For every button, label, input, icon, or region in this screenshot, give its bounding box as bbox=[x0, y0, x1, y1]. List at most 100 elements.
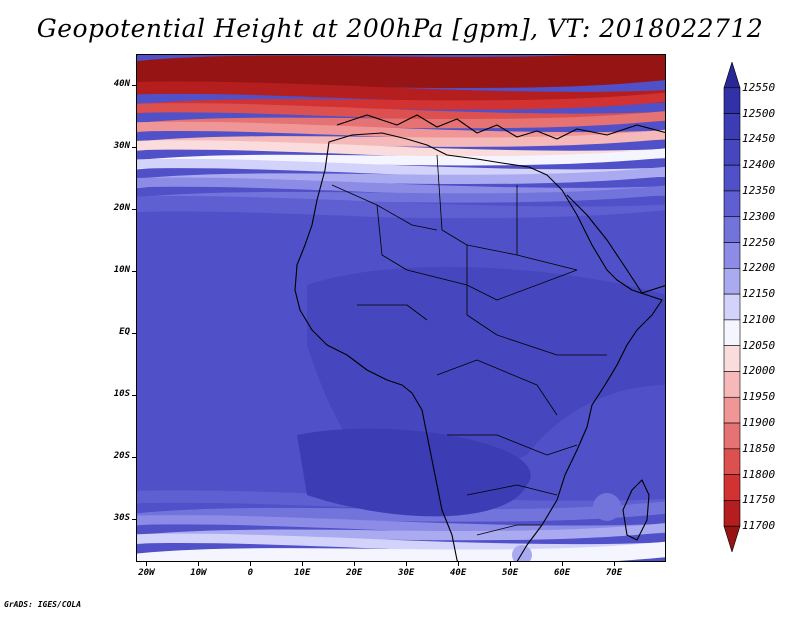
madagascar-outline bbox=[622, 479, 650, 541]
field-band bbox=[137, 55, 665, 92]
lon-label: 20W bbox=[138, 568, 155, 578]
lat-label: 10S bbox=[113, 388, 130, 399]
colorbar-swatch bbox=[723, 62, 741, 89]
lat-label: 10N bbox=[113, 264, 130, 275]
grads-credit: GrADS: IGES/COLA bbox=[4, 600, 82, 609]
colorbar-swatch bbox=[723, 371, 741, 398]
europe-coastline bbox=[336, 114, 665, 140]
colorbar-label: 12300 bbox=[742, 209, 776, 223]
field-band bbox=[137, 92, 665, 114]
colorbar-label: 11900 bbox=[742, 416, 776, 430]
lat-tick bbox=[132, 208, 136, 210]
lat-label: EQ bbox=[119, 326, 130, 337]
lon-tick bbox=[614, 562, 616, 566]
colorbar-label: 12450 bbox=[742, 132, 776, 146]
colorbar-swatch bbox=[723, 422, 741, 450]
colorbar-swatch bbox=[723, 190, 741, 218]
colorbar-swatch bbox=[723, 268, 741, 295]
map-plot-area bbox=[136, 54, 666, 562]
colorbar-label: 12050 bbox=[742, 338, 776, 352]
lon-label: 0 bbox=[247, 568, 254, 578]
arabia-coastline bbox=[566, 194, 665, 294]
lon-label: 60E bbox=[553, 568, 571, 578]
colorbar-swatch bbox=[723, 113, 741, 140]
lat-tick bbox=[132, 84, 136, 86]
lon-tick bbox=[562, 562, 564, 566]
lat-tick bbox=[132, 456, 136, 458]
field-band bbox=[137, 103, 665, 123]
field-band bbox=[137, 177, 665, 198]
lon-label: 70E bbox=[605, 568, 623, 578]
field-band bbox=[137, 158, 665, 179]
lat-label: 20N bbox=[113, 202, 130, 213]
colorbar-swatch bbox=[723, 319, 741, 346]
colorbar-label: 11850 bbox=[742, 441, 776, 455]
colorbar-label: 12550 bbox=[742, 80, 776, 94]
field-band bbox=[137, 533, 665, 554]
colorbar-label: 11750 bbox=[742, 493, 776, 507]
lon-tick bbox=[146, 562, 148, 566]
colorbar-label: 11700 bbox=[742, 519, 776, 533]
chart-title: Geopotential Height at 200hPa [gpm], VT:… bbox=[36, 14, 764, 43]
colorbar-swatch bbox=[723, 293, 741, 321]
lon-tick bbox=[510, 562, 512, 566]
field-band bbox=[137, 81, 665, 105]
lat-tick bbox=[132, 146, 136, 148]
lon-tick bbox=[354, 562, 356, 566]
field-band bbox=[137, 166, 665, 188]
lon-tick bbox=[458, 562, 460, 566]
lon-tick bbox=[198, 562, 200, 566]
field-band bbox=[137, 129, 665, 151]
country-borders bbox=[331, 154, 607, 536]
colorbar-swatch bbox=[723, 164, 741, 192]
colorbar-swatch bbox=[723, 139, 741, 166]
colorbar-label: 11800 bbox=[742, 467, 776, 481]
colorbar-label: 12250 bbox=[742, 235, 776, 249]
lat-tick bbox=[132, 394, 136, 396]
lon-label: 30E bbox=[398, 568, 415, 578]
colorbar-swatch bbox=[723, 216, 741, 243]
field-band bbox=[137, 140, 665, 161]
lat-label: 40N bbox=[113, 78, 130, 89]
field-band bbox=[137, 196, 665, 222]
field-band bbox=[137, 121, 665, 142]
lon-label: 10E bbox=[294, 568, 311, 578]
lon-label: 50E bbox=[501, 568, 519, 578]
lat-tick bbox=[132, 518, 136, 520]
colorbar-swatch bbox=[723, 525, 741, 552]
lat-tick bbox=[132, 332, 136, 334]
lon-tick bbox=[406, 562, 408, 566]
field-band bbox=[137, 523, 665, 545]
colorbar-label: 12400 bbox=[742, 158, 776, 172]
field-band bbox=[137, 185, 665, 207]
lat-label: 30S bbox=[113, 512, 130, 523]
colorbar bbox=[723, 62, 741, 552]
colorbar-label: 11950 bbox=[742, 390, 776, 404]
field-cell bbox=[593, 493, 621, 521]
field-band bbox=[137, 111, 665, 133]
colorbar-swatch bbox=[723, 500, 741, 527]
colorbar-swatch bbox=[723, 242, 741, 269]
colorbar-label: 12200 bbox=[742, 261, 776, 275]
lon-tick bbox=[250, 562, 252, 566]
field-band bbox=[137, 148, 665, 170]
colorbar-swatch bbox=[723, 396, 741, 424]
field-band bbox=[137, 515, 665, 535]
lon-label: 10W bbox=[190, 568, 207, 578]
lon-tick bbox=[302, 562, 304, 566]
lat-tick bbox=[132, 270, 136, 272]
lon-label: 20E bbox=[346, 568, 363, 578]
colorbar-swatch bbox=[723, 448, 741, 475]
colorbar-label: 12000 bbox=[742, 364, 776, 378]
colorbar-swatch bbox=[723, 87, 741, 114]
colorbar-swatch bbox=[723, 345, 741, 372]
field-core bbox=[297, 428, 531, 517]
lat-label: 20S bbox=[113, 450, 130, 461]
colorbar-label: 12350 bbox=[742, 183, 776, 197]
field-band bbox=[137, 541, 665, 561]
lat-label: 30N bbox=[113, 140, 130, 151]
geopotential-field bbox=[137, 55, 665, 561]
map-field-svg bbox=[137, 55, 665, 561]
field-core bbox=[307, 266, 665, 479]
colorbar-label: 12150 bbox=[742, 287, 776, 301]
